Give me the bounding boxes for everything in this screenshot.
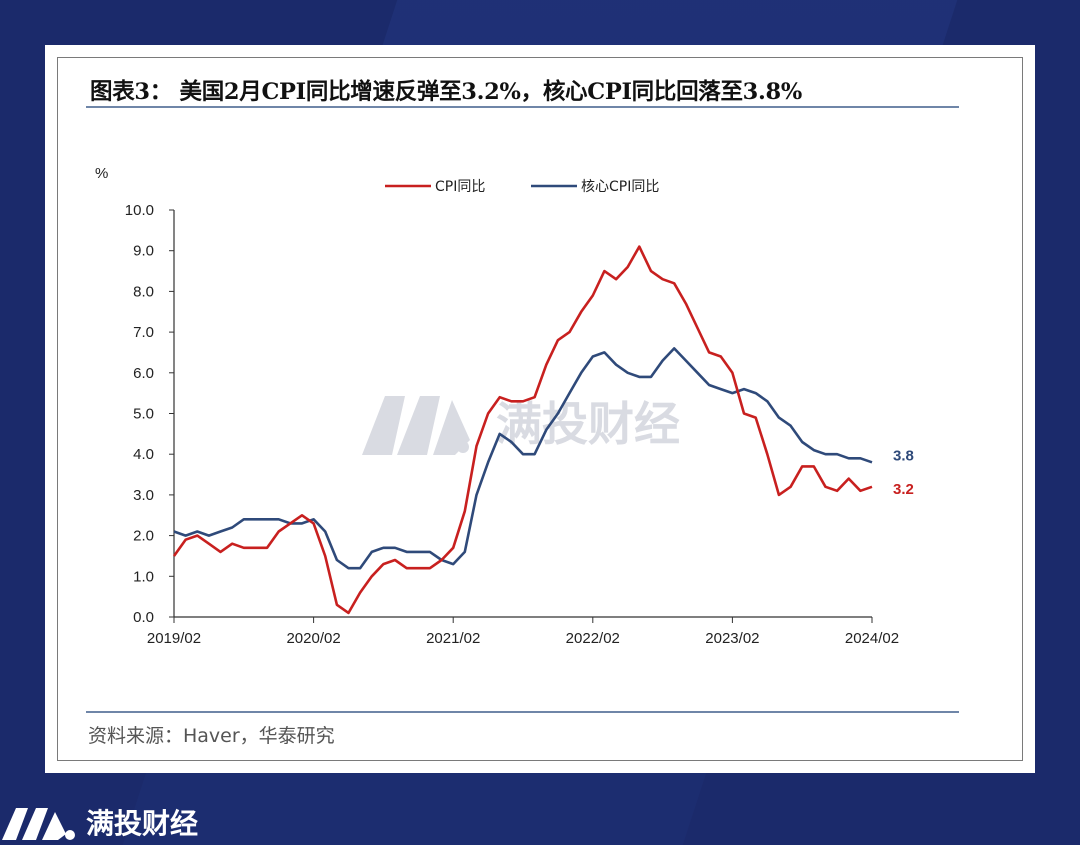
chart-card — [45, 45, 1035, 773]
brand-name: 满投财经 — [86, 807, 199, 840]
x-tick-label: 2023/02 — [705, 630, 759, 647]
y-tick-label: 5.0 — [133, 406, 154, 423]
legend: CPI同比 核心CPI同比 — [385, 179, 659, 195]
brand-footer: 满投财经 — [0, 798, 260, 842]
legend-label: CPI同比 — [435, 179, 485, 195]
x-tick-label: 2022/02 — [566, 630, 620, 647]
axes: 0.0 1.0 2.0 3.0 4.0 5.0 6.0 7.0 8.0 9.0 10.0% 2019/… — [95, 165, 899, 647]
x-tick-label: 2020/02 — [286, 630, 340, 647]
y-tick-label: 9.0 — [133, 243, 154, 260]
y-tick-label: 1.0 — [133, 568, 154, 585]
title-divider — [86, 106, 959, 108]
brand-logo-icon — [2, 808, 75, 840]
y-axis-label: % — [95, 165, 108, 182]
watermark: 满投财经 — [362, 396, 680, 455]
series-group — [172, 245, 873, 615]
y-tick-label: 3.0 — [133, 487, 154, 504]
source-note: 资料来源：Haver，华泰研究 — [88, 725, 335, 747]
y-tick-label: 8.0 — [133, 283, 154, 300]
y-tick-label: 6.0 — [133, 365, 154, 382]
watermark-logo — [362, 396, 470, 455]
legend-label: 核心CPI同比 — [581, 179, 659, 195]
card-border — [57, 57, 1023, 761]
y-tick-label: 2.0 — [133, 528, 154, 545]
y-tick-label: 4.0 — [133, 446, 154, 463]
footer-divider — [86, 711, 959, 713]
series-line-cpi — [172, 245, 873, 615]
x-tick-label: 2024/02 — [845, 630, 899, 647]
watermark-text: 满投财经 — [496, 397, 680, 451]
chart-title: 图表3： 美国2月CPI同比增速反弹至3.2%，核心CPI同比回落至3.8% — [90, 79, 802, 105]
end-value-label: 3.2 — [893, 481, 914, 498]
end-labels: 3.2 3.8 — [893, 447, 914, 497]
y-tick-label: 7.0 — [133, 324, 154, 341]
y-tick-label: 10.0 — [125, 202, 154, 219]
y-tick-label: 0.0 — [133, 609, 154, 626]
end-value-label: 3.8 — [893, 447, 914, 464]
x-tick-label: 2021/02 — [426, 630, 480, 647]
x-tick-label: 2019/02 — [147, 630, 201, 647]
